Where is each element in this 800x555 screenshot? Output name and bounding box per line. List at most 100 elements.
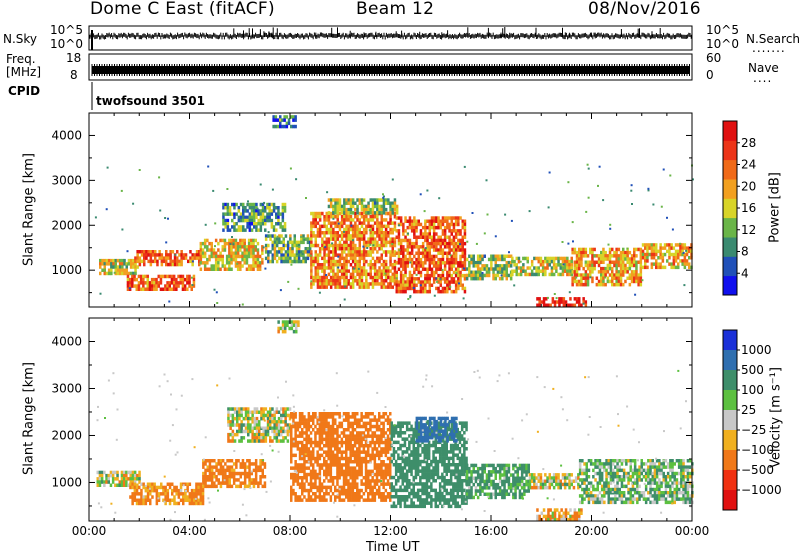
xaxis-title: Time UT [366, 541, 419, 554]
nsky-panel [89, 26, 692, 50]
nave-tick-top: 60 [706, 52, 721, 65]
velocity-colorbar-segment [723, 470, 737, 491]
power-echo-region [571, 248, 642, 287]
power-colorbar-segment [723, 140, 737, 160]
velocity-echo-region [579, 459, 694, 504]
power-echo-region [642, 243, 693, 269]
power-echo-region [511, 257, 573, 277]
velocity-panel: 00:00 04:00 08:00 12:00 16:00 20:00 00:00 1000 2… [51, 318, 709, 538]
figure-title: Dome C East (fitACF) [90, 0, 275, 19]
xtick-label: 08:00 [273, 524, 308, 538]
freq-panel [89, 54, 692, 80]
velocity-echo-region [290, 412, 392, 502]
velocity-ytick-label: 2000 [51, 428, 82, 442]
power-ytick-label: 1000 [51, 263, 82, 277]
velocity-colorbar-label: 25 [741, 403, 756, 417]
velocity-echo-region [536, 508, 583, 521]
freq-tick-top: 18 [66, 52, 81, 65]
velocity-colorbar-segment [723, 430, 737, 451]
velocity-colorbar-segment [723, 390, 737, 411]
velocity-colorbar-segment [723, 370, 737, 391]
nsearch-dots: ....... [752, 42, 786, 55]
nsky-trace [90, 27, 691, 50]
velocity-echo-region [129, 483, 204, 506]
power-colorbar: 4 8 12 16 20 24 28 [723, 121, 756, 296]
velocity-colorbar-label: 500 [741, 363, 764, 377]
velocity-echo-region [466, 464, 530, 500]
nsearch-tick-top: 10^5 [706, 24, 739, 37]
velocity-colorbar-segment [723, 350, 737, 371]
power-echo-region [310, 212, 396, 289]
power-echo-region [272, 115, 297, 128]
power-ytick-label: 4000 [51, 128, 82, 142]
power-colorbar-label: 24 [741, 158, 756, 172]
nsearch-tick-bottom: 10^0 [706, 38, 739, 51]
power-colorbar-segment [723, 121, 737, 141]
velocity-colorbar-segment [723, 410, 737, 431]
power-ytick-label: 3000 [51, 173, 82, 187]
power-colorbar-segment [723, 198, 737, 218]
velocity-echo-region [529, 473, 580, 489]
velocity-colorbar-segment [723, 450, 737, 471]
velocity-echo-region [277, 320, 299, 333]
power-colorbar-segment [723, 218, 737, 238]
velocity-colorbar-label: −1000 [741, 483, 782, 497]
nsky-tick-top: 10^5 [50, 24, 83, 37]
power-echo-region [466, 255, 513, 281]
power-echo-region [99, 259, 139, 275]
power-echo-region [536, 297, 587, 307]
nave-tick-bottom: 0 [706, 69, 714, 82]
xtick-label: 16:00 [474, 524, 509, 538]
power-colorbar-label: 28 [741, 136, 756, 150]
power-colorbar-label: 20 [741, 179, 756, 193]
xtick-label: 00:00 [675, 524, 710, 538]
nsky-tick-bottom: 10^0 [50, 38, 83, 51]
power-colorbar-title: Power [dB] [768, 158, 783, 258]
velocity-colorbar-label: 100 [741, 383, 764, 397]
power-colorbar-segment [723, 276, 737, 296]
xtick-label: 20:00 [574, 524, 609, 538]
xtick-label: 04:00 [172, 524, 207, 538]
power-colorbar-label: 4 [741, 266, 749, 280]
xtick-label: 12:00 [373, 524, 408, 538]
power-echo-region [265, 234, 312, 263]
velocity-colorbar-segment [723, 330, 737, 351]
freq-unit-label: [MHz] [6, 66, 41, 79]
velocity-colorbar-title: Velocity [m s⁻¹] [769, 358, 784, 478]
power-colorbar-segment [723, 237, 737, 257]
power-echo-region [200, 239, 264, 271]
velocity-echo-region [227, 407, 291, 443]
power-ytick-label: 2000 [51, 218, 82, 232]
power-echo-region [127, 275, 196, 291]
nave-dots: .... [753, 72, 772, 85]
velocity-colorbar-segment [723, 490, 737, 511]
velocity-colorbar-label: 1000 [741, 343, 772, 357]
power-panel: 1000 2000 3000 4000 [51, 113, 694, 307]
nsky-band [90, 33, 691, 40]
freq-trace [92, 64, 690, 76]
power-echoes [95, 115, 694, 307]
beam-label: Beam 12 [356, 0, 434, 19]
power-echo-region [396, 216, 467, 293]
power-echo-region [134, 250, 200, 266]
power-echo-region [222, 203, 286, 232]
date-label: 08/Nov/2016 [588, 0, 701, 19]
velocity-echoes [97, 320, 694, 521]
power-ylabel: Slant Range [km] [22, 150, 37, 270]
velocity-ylabel: Slant Range [km] [22, 359, 37, 479]
cpid-label: CPID [8, 85, 40, 98]
power-colorbar-segment [723, 256, 737, 276]
power-colorbar-segment [723, 160, 737, 180]
xtick-label: 00:00 [72, 524, 107, 538]
power-colorbar-label: 8 [741, 245, 749, 259]
power-colorbar-label: 16 [741, 201, 756, 215]
nsky-label: N.Sky [3, 33, 37, 46]
velocity-ytick-label: 1000 [51, 475, 82, 489]
velocity-colorbar-label: −25 [741, 423, 766, 437]
velocity-echo-region [202, 459, 266, 488]
power-colorbar-label: 12 [741, 223, 756, 237]
power-colorbar-segment [723, 179, 737, 199]
cpid-value: twofsound 3501 [96, 95, 205, 108]
velocity-ytick-label: 3000 [51, 381, 82, 395]
